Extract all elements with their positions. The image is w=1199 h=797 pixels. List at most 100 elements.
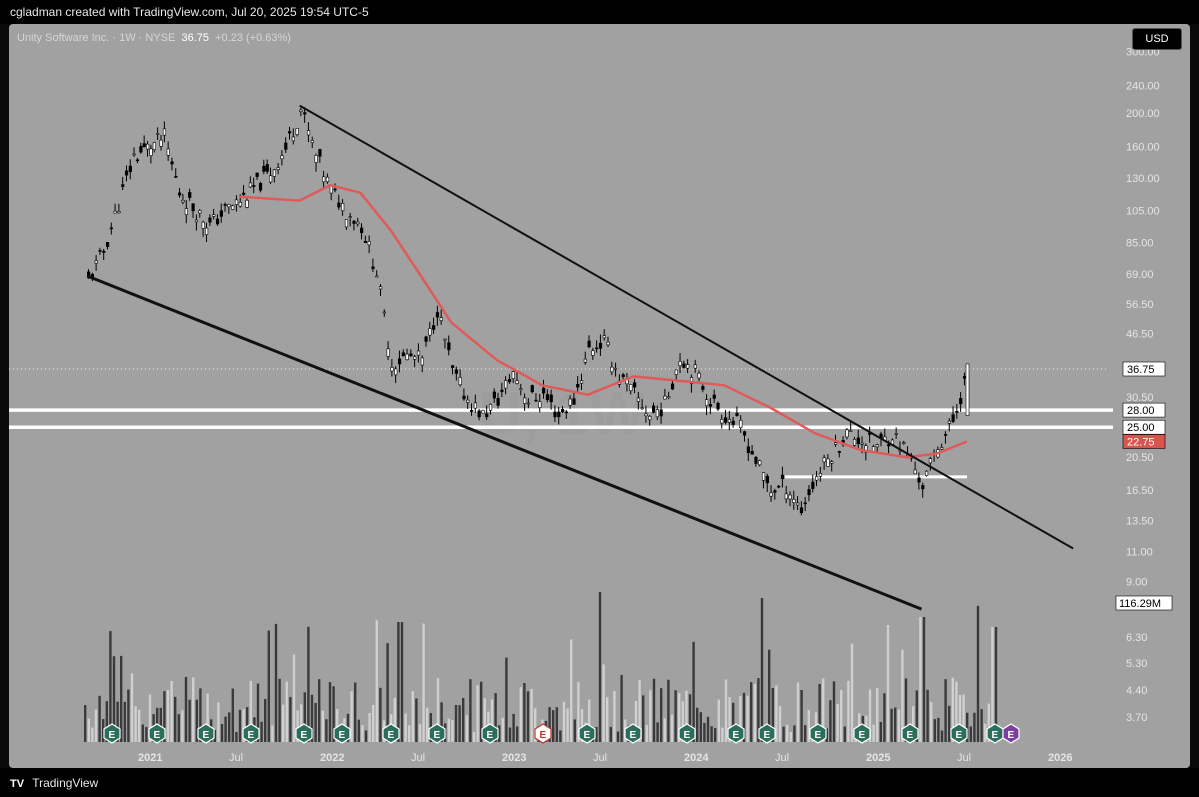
x-tick-label: 2024 xyxy=(684,752,709,764)
earnings-marker-icon[interactable]: E xyxy=(481,723,499,744)
volume-bar xyxy=(703,722,706,742)
earnings-marker-icon[interactable]: E xyxy=(758,723,776,744)
candle-body xyxy=(803,502,807,505)
candle-body xyxy=(105,242,110,247)
candle-body xyxy=(928,458,932,464)
volume-bar xyxy=(321,710,324,742)
volume-bar xyxy=(732,702,735,742)
volume-bar xyxy=(318,679,321,742)
volume-bar xyxy=(681,701,684,742)
earnings-marker-icon[interactable]: E xyxy=(103,723,121,744)
candle-body xyxy=(682,363,686,368)
earnings-marker-icon[interactable]: E xyxy=(809,723,827,744)
earnings-marker-icon[interactable]: E xyxy=(986,723,1004,744)
volume-bar xyxy=(415,698,418,742)
volume-bar xyxy=(267,630,270,742)
y-tick-label: 69.00 xyxy=(1126,269,1154,281)
price-axis-label-box xyxy=(1122,361,1166,377)
volume-bar xyxy=(364,730,368,742)
watermark-text: U, 1W xyxy=(479,380,646,447)
earnings-marker-icon[interactable]: E xyxy=(333,723,351,744)
volume-bar xyxy=(573,719,576,742)
volume-bar xyxy=(476,685,479,742)
earnings-marker-icon[interactable]: E xyxy=(428,723,446,744)
candle-body xyxy=(416,350,421,356)
svg-text:E: E xyxy=(815,730,822,741)
candle-body xyxy=(629,384,633,391)
candle-body xyxy=(659,409,663,417)
candle-body xyxy=(504,380,508,389)
chart-panel[interactable]: U, 1W 300.00 240.00 200.00 160.00 130.00 105.0… xyxy=(9,24,1190,768)
earnings-marker-icon[interactable]: E xyxy=(295,723,313,744)
svg-text:E: E xyxy=(584,730,591,741)
earnings-marker-icon[interactable]: E xyxy=(578,723,596,744)
volume-bar xyxy=(231,688,234,742)
candle-body xyxy=(295,128,299,135)
earnings-marker-icon[interactable]: E xyxy=(950,723,968,744)
volume-bar xyxy=(447,718,450,742)
volume-bar xyxy=(181,710,184,742)
candle-body xyxy=(784,493,788,500)
volume-bar xyxy=(670,714,674,742)
earnings-marker-icon[interactable]: E xyxy=(727,723,745,744)
volume-bar xyxy=(897,709,900,742)
candle-body xyxy=(139,146,143,153)
volume-bar xyxy=(825,728,828,742)
y-tick-label: 46.50 xyxy=(1126,328,1154,340)
candle-body xyxy=(560,409,565,413)
candle-body xyxy=(769,492,773,497)
candle-body xyxy=(121,184,125,187)
volume-bar xyxy=(246,707,249,742)
symbol-legend: Unity Software Inc. · 1W · NYSE 36.75 +0… xyxy=(17,32,291,44)
volume-bar xyxy=(692,641,695,742)
candle-body xyxy=(610,366,614,373)
currency-button[interactable]: USD xyxy=(1132,28,1182,50)
candle-body xyxy=(951,414,955,422)
svg-text:E: E xyxy=(487,730,494,741)
candle-body xyxy=(348,216,352,219)
volume-bar xyxy=(638,679,641,742)
candle-body xyxy=(178,192,182,196)
candle-body xyxy=(367,241,371,246)
earnings-marker-icon[interactable]: E xyxy=(534,723,552,744)
candle-body xyxy=(242,192,246,195)
candle-body xyxy=(413,356,417,360)
volume-bar xyxy=(901,649,904,742)
candle-body xyxy=(208,217,212,223)
candle-body xyxy=(640,407,644,410)
candle-body xyxy=(181,199,185,203)
candle-body xyxy=(94,260,98,264)
candle-body xyxy=(451,365,455,368)
earnings-marker-icon[interactable]: E xyxy=(197,723,215,744)
earnings-marker-icon[interactable]: E xyxy=(148,723,166,744)
candle-body xyxy=(591,350,595,356)
candle-body xyxy=(530,385,534,393)
price-chart[interactable]: U, 1W300.00240.00200.00160.00130.00105.0… xyxy=(9,24,1190,768)
y-tick-label: 85.00 xyxy=(1126,237,1154,249)
earnings-marker-icon[interactable]: E xyxy=(242,723,260,744)
earnings-marker-icon[interactable]: E xyxy=(382,723,400,744)
candle-body xyxy=(924,470,929,476)
volume-bar xyxy=(728,697,731,742)
volume-bar xyxy=(969,726,972,742)
candle-body xyxy=(262,166,266,172)
y-tick-label: 20.50 xyxy=(1126,452,1154,464)
volume-bar xyxy=(843,726,846,742)
y-tick-label: 160.00 xyxy=(1126,142,1160,154)
volume-bar xyxy=(656,722,659,742)
earnings-marker-icon[interactable]: E xyxy=(678,723,696,744)
earnings-marker-icon[interactable]: E xyxy=(853,723,871,744)
earnings-marker-icon[interactable]: E xyxy=(624,723,642,744)
candle-body xyxy=(159,139,163,147)
volume-bar xyxy=(213,729,216,742)
volume-bar xyxy=(296,710,299,742)
earnings-marker-icon[interactable]: E xyxy=(1002,723,1020,744)
volume-bar xyxy=(166,689,170,742)
lower-trendline xyxy=(86,274,923,611)
svg-text:E: E xyxy=(684,730,691,741)
candle-body xyxy=(712,394,716,399)
earnings-marker-icon[interactable]: E xyxy=(901,723,919,744)
candle-body xyxy=(488,403,493,411)
candle-body xyxy=(234,199,239,205)
candle-body xyxy=(902,442,906,444)
